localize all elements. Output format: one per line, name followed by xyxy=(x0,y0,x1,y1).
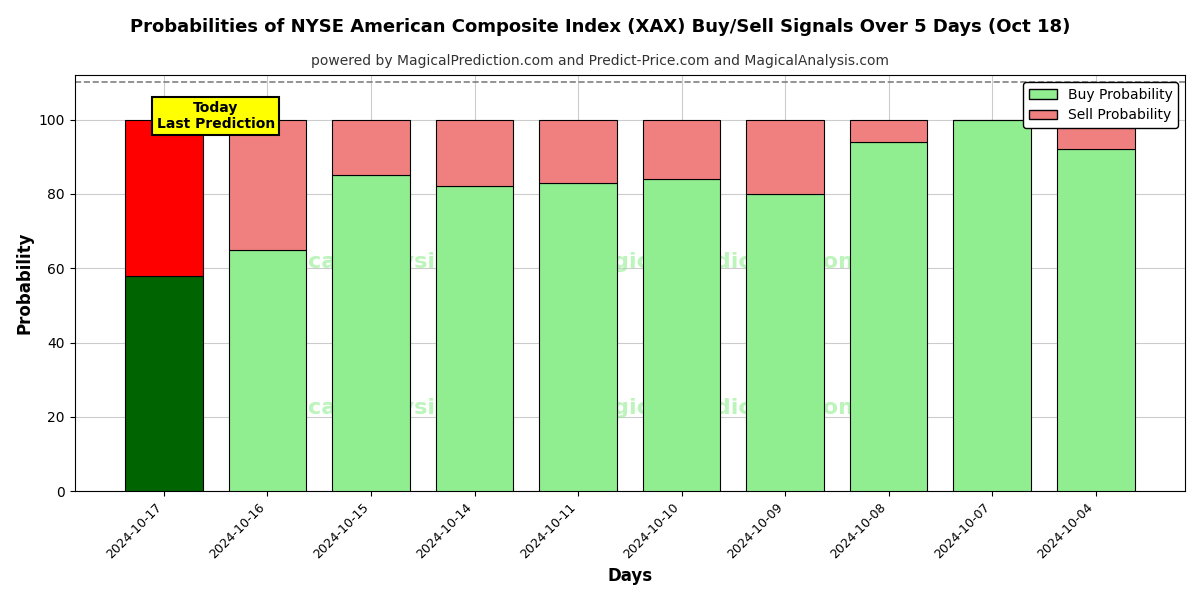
Bar xyxy=(229,119,306,250)
Legend: Buy Probability, Sell Probability: Buy Probability, Sell Probability xyxy=(1024,82,1178,128)
Bar xyxy=(850,142,928,491)
Bar xyxy=(643,179,720,491)
Bar xyxy=(332,119,410,175)
Text: powered by MagicalPrediction.com and Predict-Price.com and MagicalAnalysis.com: powered by MagicalPrediction.com and Pre… xyxy=(311,54,889,68)
Bar xyxy=(229,250,306,491)
Bar xyxy=(643,119,720,179)
Text: MagicalPrediction.com: MagicalPrediction.com xyxy=(576,253,862,272)
Bar xyxy=(1057,119,1134,149)
Bar xyxy=(746,119,824,194)
Text: calAnalysis.com: calAnalysis.com xyxy=(307,398,508,418)
Text: MagicalPrediction.com: MagicalPrediction.com xyxy=(576,398,862,418)
Bar xyxy=(746,194,824,491)
Text: Probabilities of NYSE American Composite Index (XAX) Buy/Sell Signals Over 5 Day: Probabilities of NYSE American Composite… xyxy=(130,18,1070,36)
Bar xyxy=(332,175,410,491)
Text: Today
Last Prediction: Today Last Prediction xyxy=(156,101,275,131)
Bar xyxy=(539,119,617,183)
Text: calAnalysis.com: calAnalysis.com xyxy=(307,253,508,272)
Bar xyxy=(436,187,514,491)
Y-axis label: Probability: Probability xyxy=(16,232,34,334)
Bar xyxy=(125,275,203,491)
Bar xyxy=(125,119,203,275)
Bar xyxy=(850,119,928,142)
X-axis label: Days: Days xyxy=(607,567,653,585)
Bar xyxy=(953,119,1031,491)
Bar xyxy=(1057,149,1134,491)
Bar xyxy=(436,119,514,187)
Bar xyxy=(539,183,617,491)
